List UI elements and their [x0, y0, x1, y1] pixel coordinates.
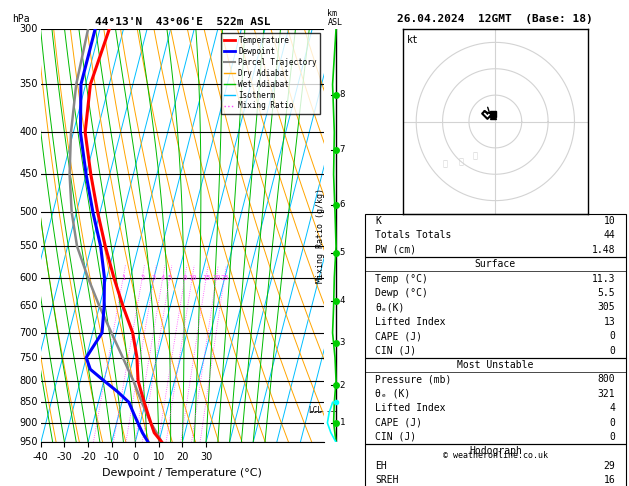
- Text: 8: 8: [340, 90, 345, 99]
- Text: 3: 3: [340, 338, 345, 347]
- Text: 15: 15: [202, 275, 210, 280]
- Text: 950: 950: [19, 437, 38, 447]
- Text: 26.04.2024  12GMT  (Base: 18): 26.04.2024 12GMT (Base: 18): [398, 14, 593, 24]
- Text: ⌕: ⌕: [459, 157, 464, 166]
- Bar: [365, 444, 626, 486]
- Text: 5: 5: [167, 275, 172, 280]
- Text: Surface: Surface: [475, 259, 516, 269]
- Text: CIN (J): CIN (J): [376, 432, 416, 442]
- Legend: Temperature, Dewpoint, Parcel Trajectory, Dry Adiabat, Wet Adiabat, Isotherm, Mi: Temperature, Dewpoint, Parcel Trajectory…: [221, 33, 320, 114]
- Text: CAPE (J): CAPE (J): [376, 331, 422, 341]
- Text: Lifted Index: Lifted Index: [376, 317, 446, 327]
- Text: SREH: SREH: [376, 475, 399, 485]
- Text: 600: 600: [19, 273, 38, 282]
- Text: θₑ (K): θₑ (K): [376, 389, 411, 399]
- Text: 8: 8: [182, 275, 187, 280]
- Text: 0: 0: [610, 432, 615, 442]
- Text: 16: 16: [604, 475, 615, 485]
- Text: CAPE (J): CAPE (J): [376, 417, 422, 428]
- Text: 6: 6: [340, 201, 345, 209]
- Text: θₑ(K): θₑ(K): [376, 302, 404, 312]
- Text: Pressure (mb): Pressure (mb): [376, 374, 452, 384]
- Text: 3: 3: [152, 275, 156, 280]
- X-axis label: Dewpoint / Temperature (°C): Dewpoint / Temperature (°C): [103, 468, 262, 478]
- Text: kt: kt: [407, 35, 418, 45]
- Text: K: K: [376, 216, 381, 226]
- Text: 44: 44: [604, 230, 615, 241]
- Text: © weatheronline.co.uk: © weatheronline.co.uk: [443, 451, 548, 460]
- Text: 800: 800: [598, 374, 615, 384]
- Text: km
ASL: km ASL: [328, 9, 342, 27]
- Bar: [365, 214, 626, 257]
- Text: 29: 29: [604, 461, 615, 470]
- Text: Lifted Index: Lifted Index: [376, 403, 446, 413]
- Text: 350: 350: [19, 79, 38, 89]
- Text: 0: 0: [610, 417, 615, 428]
- Text: 500: 500: [19, 207, 38, 217]
- Text: 2: 2: [340, 381, 345, 390]
- Text: LCL: LCL: [308, 406, 322, 415]
- Text: 4: 4: [610, 403, 615, 413]
- Text: 5: 5: [340, 248, 345, 258]
- Text: 305: 305: [598, 302, 615, 312]
- Text: 1.48: 1.48: [592, 245, 615, 255]
- Text: ⌕: ⌕: [442, 159, 447, 168]
- Text: 650: 650: [19, 301, 38, 311]
- Text: Hodograph: Hodograph: [469, 446, 522, 456]
- Text: 2: 2: [140, 275, 145, 280]
- Text: 13: 13: [604, 317, 615, 327]
- Text: 400: 400: [19, 127, 38, 137]
- Text: 20: 20: [212, 275, 221, 280]
- Text: 0: 0: [610, 346, 615, 356]
- Text: 5.5: 5.5: [598, 288, 615, 298]
- Bar: [365, 257, 626, 358]
- Text: 900: 900: [19, 418, 38, 428]
- Text: 450: 450: [19, 170, 38, 179]
- Text: 4: 4: [340, 296, 345, 305]
- Text: 7: 7: [340, 145, 345, 154]
- Text: 10: 10: [188, 275, 196, 280]
- Text: 850: 850: [19, 398, 38, 407]
- Text: Mixing Ratio (g/kg): Mixing Ratio (g/kg): [316, 188, 325, 283]
- Text: 750: 750: [19, 352, 38, 363]
- Text: Temp (°C): Temp (°C): [376, 274, 428, 284]
- Text: 550: 550: [19, 242, 38, 251]
- Text: 4: 4: [160, 275, 165, 280]
- Text: 25: 25: [220, 275, 229, 280]
- Text: Totals Totals: Totals Totals: [376, 230, 452, 241]
- Text: 1: 1: [121, 275, 125, 280]
- Text: 0: 0: [610, 331, 615, 341]
- Text: ⌕: ⌕: [473, 151, 478, 160]
- Bar: [365, 358, 626, 444]
- Text: CIN (J): CIN (J): [376, 346, 416, 356]
- Title: 44°13'N  43°06'E  522m ASL: 44°13'N 43°06'E 522m ASL: [94, 17, 270, 27]
- Text: EH: EH: [376, 461, 387, 470]
- Text: 10: 10: [604, 216, 615, 226]
- Text: Dewp (°C): Dewp (°C): [376, 288, 428, 298]
- Text: 321: 321: [598, 389, 615, 399]
- Text: hPa: hPa: [13, 14, 30, 24]
- Text: 11.3: 11.3: [592, 274, 615, 284]
- Text: 1: 1: [340, 418, 345, 427]
- Text: 800: 800: [19, 376, 38, 386]
- Text: Most Unstable: Most Unstable: [457, 360, 533, 370]
- Text: 300: 300: [19, 24, 38, 34]
- Text: PW (cm): PW (cm): [376, 245, 416, 255]
- Text: 700: 700: [19, 328, 38, 338]
